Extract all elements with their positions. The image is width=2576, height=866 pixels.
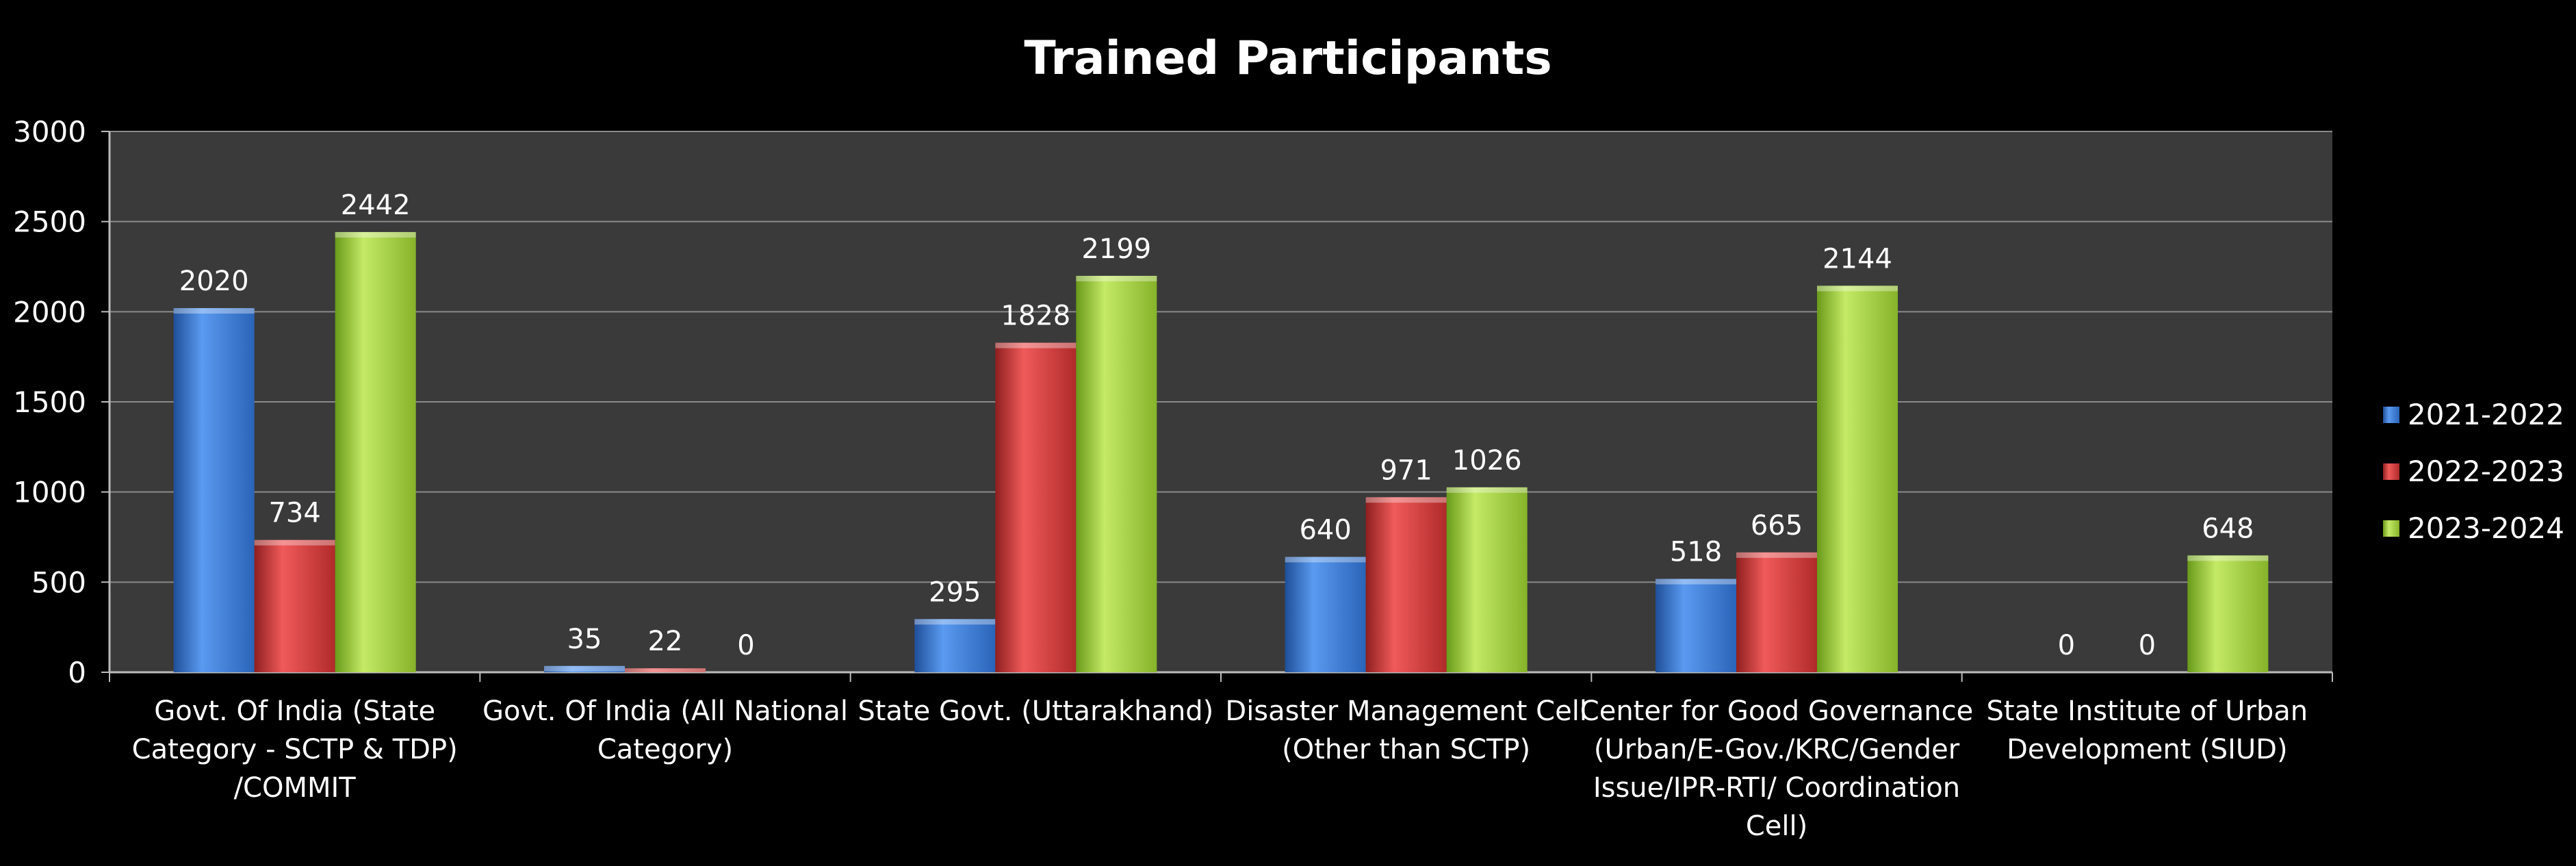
y-tick-label: 1000 <box>13 476 86 509</box>
bar-highlight <box>173 308 255 314</box>
data-label: 1828 <box>1001 301 1070 332</box>
data-label: 971 <box>1380 455 1432 486</box>
bar <box>544 665 625 672</box>
data-labels: 2020 35 295 640 518 0 734 22 1828 971 665 0 2442 0 219… <box>179 190 2254 661</box>
x-tick-label: Center for Good Governance (Urban/E-Gov./… <box>1580 696 1973 842</box>
bar-highlight <box>625 668 706 672</box>
data-label: 295 <box>929 576 981 608</box>
y-axis: 0 500 1000 1500 2000 2500 3000 <box>13 115 111 689</box>
data-label: 2144 <box>1822 243 1892 275</box>
x-tick-label: State Institute of Urban Development (SIU… <box>1986 696 2308 765</box>
bar-highlight <box>1817 285 1898 292</box>
x-tick-label: Govt. Of India (All National Category) <box>482 696 848 765</box>
bar-highlight <box>335 231 416 238</box>
legend-swatch <box>2383 407 2399 423</box>
bar <box>995 342 1077 672</box>
y-tick-label: 2000 <box>13 295 86 329</box>
x-axis: Govt. Of India (State Category - SCTP & T… <box>109 671 2333 842</box>
data-label: 518 <box>1670 537 1722 568</box>
bar-highlight <box>2187 555 2269 561</box>
data-label: 22 <box>648 626 683 657</box>
bar <box>173 308 255 673</box>
data-label: 0 <box>737 630 754 661</box>
legend-label: 2023-2024 <box>2408 511 2564 545</box>
legend-swatch <box>2383 463 2399 480</box>
gridlines <box>110 131 2332 583</box>
bar <box>1736 552 1817 672</box>
y-tick-label: 3000 <box>13 115 86 149</box>
bar-highlight <box>995 342 1077 348</box>
bar <box>1285 557 1366 672</box>
bars <box>173 231 2269 673</box>
chart-title: Trained Participants <box>1024 31 1551 86</box>
bar-highlight <box>1285 557 1366 563</box>
bar <box>1656 578 1736 672</box>
bar-highlight <box>1446 487 1528 493</box>
data-label: 0 <box>2139 630 2156 661</box>
bar-highlight <box>914 619 996 625</box>
legend: 2021-2022 2022-2023 2023-2024 <box>2383 398 2564 545</box>
data-label: 0 <box>2058 630 2075 661</box>
data-label: 665 <box>1751 510 1803 542</box>
bar <box>2187 555 2269 672</box>
data-label: 1026 <box>1452 445 1522 476</box>
bar <box>1365 497 1447 672</box>
legend-swatch <box>2383 520 2399 537</box>
bar-highlight <box>254 539 335 546</box>
bar <box>335 231 416 672</box>
data-label: 35 <box>567 624 602 655</box>
y-tick-label: 1500 <box>13 385 86 419</box>
y-tick-label: 0 <box>68 656 86 689</box>
bar <box>1446 487 1528 672</box>
data-label: 2020 <box>179 266 249 297</box>
legend-label: 2022-2023 <box>2408 455 2564 488</box>
legend-label: 2021-2022 <box>2408 398 2564 431</box>
x-tick-label: Govt. Of India (State Category - SCTP & T… <box>132 696 458 804</box>
y-tick-label: 2500 <box>13 205 86 239</box>
bar <box>625 668 706 672</box>
data-label: 2442 <box>341 190 411 221</box>
data-label: 734 <box>268 498 320 529</box>
bar-highlight <box>1076 275 1157 281</box>
x-tick-label: State Govt. (Uttarakhand) <box>858 696 1213 727</box>
data-label: 2199 <box>1081 233 1151 265</box>
bar-highlight <box>1736 552 1817 558</box>
bar-highlight <box>544 665 625 672</box>
bar <box>914 619 996 672</box>
bar-highlight <box>1656 578 1736 585</box>
y-tick-label: 500 <box>31 565 86 599</box>
bar <box>1076 275 1157 672</box>
x-tick-label: Disaster Management Cell (Other than SCTP… <box>1225 696 1587 765</box>
bar <box>254 539 335 672</box>
data-label: 640 <box>1299 514 1351 546</box>
bar <box>1817 285 1898 672</box>
bar-highlight <box>1365 497 1447 503</box>
data-label: 648 <box>2202 513 2254 544</box>
